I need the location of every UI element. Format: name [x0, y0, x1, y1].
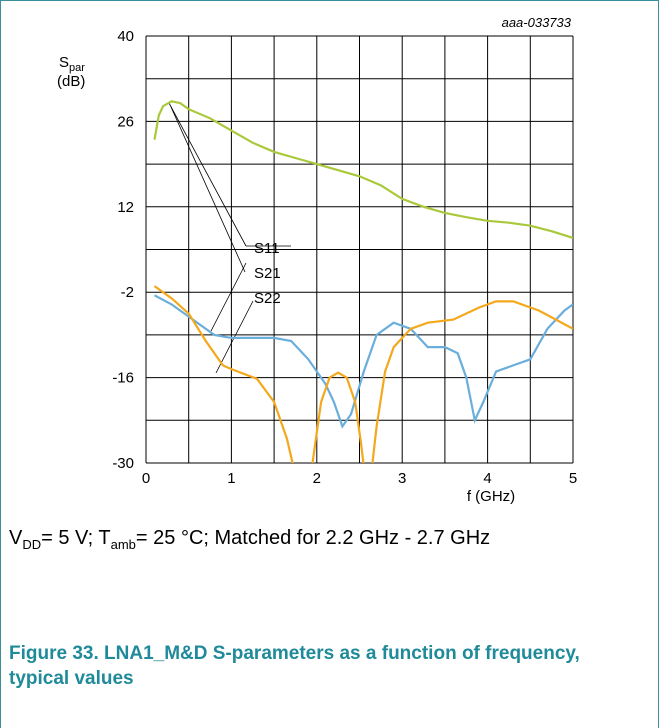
y-axis-label: Spar [59, 54, 85, 74]
x-tick-label: 0 [142, 470, 150, 487]
y-axis-unit: (dB) [57, 73, 85, 90]
annotations [168, 102, 291, 374]
y-tick-label: 26 [117, 113, 134, 130]
figure-caption: Figure 33. LNA1_M&D S-parameters as a fu… [9, 643, 580, 689]
x-tick-label: 1 [227, 470, 235, 487]
y-tick-label: 40 [117, 28, 134, 45]
x-axis-label: f (GHz) [467, 488, 515, 505]
y-tick-label: 12 [117, 199, 134, 216]
x-tick-label: 5 [569, 470, 577, 487]
series-line [153, 294, 573, 429]
chart: aaa-033733 Spar (dB) f (GHz) -30-16-2122… [57, 15, 577, 505]
x-tick-label: 2 [313, 470, 321, 487]
x-tick-label: 4 [483, 470, 491, 487]
chart-id: aaa-033733 [502, 15, 572, 30]
y-tick-label: -2 [121, 284, 134, 301]
conditions: VDD= 5 V; Tamb= 25 °C; Matched for 2.2 G… [9, 527, 491, 552]
y-tick-label: -30 [112, 455, 134, 472]
series-line [153, 100, 573, 239]
legend-label: S21 [254, 265, 281, 282]
series-line [153, 285, 573, 463]
legend-label: S11 [254, 240, 280, 257]
legend-label: S22 [254, 290, 281, 307]
x-tick-label: 3 [398, 470, 406, 487]
y-tick-label: -16 [112, 370, 134, 387]
